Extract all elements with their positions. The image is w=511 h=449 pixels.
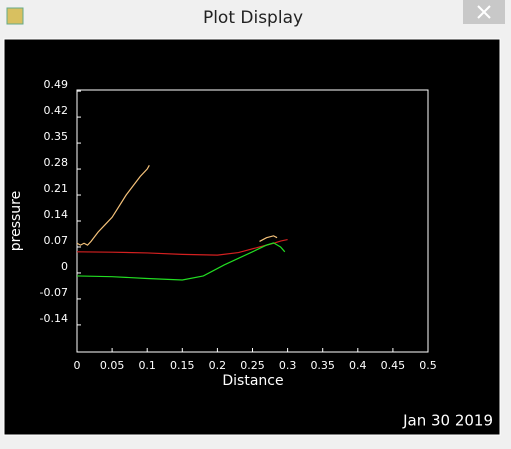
x-axis-label: Distance <box>222 373 283 389</box>
y-tick-label: 0.21 <box>44 182 69 195</box>
y-tick-label: 0.49 <box>44 78 69 91</box>
x-tick-label: 0.05 <box>100 359 125 372</box>
x-tick-label: 0.4 <box>349 359 367 372</box>
y-tick-label: 0.42 <box>44 104 69 117</box>
x-tick-label: 0.3 <box>279 359 297 372</box>
y-tick-label: 0.28 <box>44 156 69 169</box>
y-tick-label: -0.07 <box>40 286 68 299</box>
x-tick-label: 0.5 <box>419 359 437 372</box>
y-tick-label: 0 <box>61 260 68 273</box>
y-tick-label: 0.35 <box>44 130 69 143</box>
x-tick-label: 0 <box>74 359 81 372</box>
x-tick-label: 0.15 <box>170 359 195 372</box>
x-tick-label: 0.1 <box>138 359 156 372</box>
y-tick-label: 0.07 <box>44 234 69 247</box>
close-icon[interactable] <box>477 5 491 19</box>
y-axis-label: pressure <box>8 191 24 251</box>
close-button[interactable] <box>463 0 505 24</box>
x-tick-label: 0.35 <box>310 359 335 372</box>
y-tick-label: -0.14 <box>40 312 68 325</box>
data-line <box>76 165 278 246</box>
date-annotation: Jan 30 2019 <box>402 412 493 430</box>
data-line <box>76 238 288 256</box>
plot-panel <box>3 38 501 436</box>
data-line <box>76 242 286 281</box>
window-title: Plot Display <box>203 8 303 28</box>
x-tick-label: 0.2 <box>209 359 227 372</box>
app-icon <box>6 7 24 25</box>
y-tick-label: 0.14 <box>44 208 69 221</box>
x-tick-label: 0.25 <box>240 359 265 372</box>
x-tick-label: 0.45 <box>381 359 406 372</box>
